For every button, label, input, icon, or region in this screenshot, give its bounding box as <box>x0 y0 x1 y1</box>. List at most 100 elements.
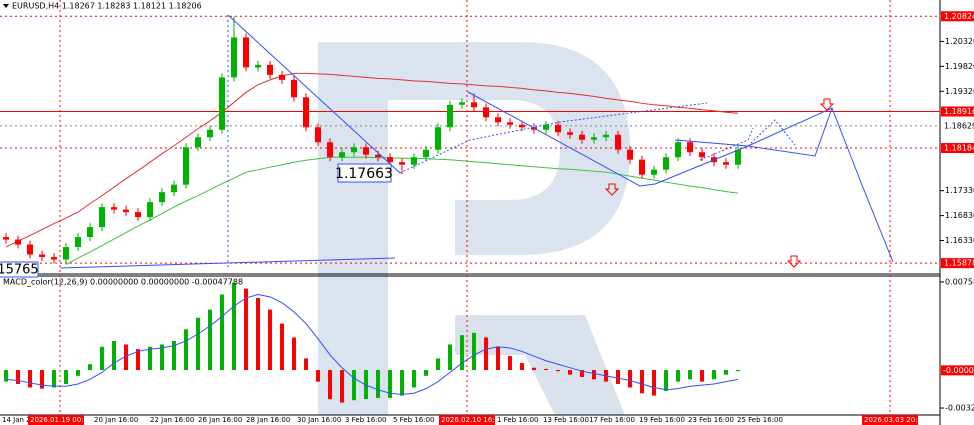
x-tick-label: 13 Feb 16:00 <box>543 416 589 424</box>
macd-bar <box>460 335 464 371</box>
candle-body <box>519 124 525 128</box>
macd-bar <box>496 346 500 371</box>
macd-bar <box>580 370 584 378</box>
candle-body <box>435 127 441 150</box>
macd-bar <box>628 370 632 388</box>
candle-body <box>363 147 369 155</box>
level-label: 1.18184 <box>944 144 974 153</box>
macd-bar <box>376 370 380 398</box>
macd-bar <box>412 370 416 388</box>
candle-body <box>219 77 225 130</box>
level-label-box <box>941 143 974 154</box>
level-label-box <box>941 11 974 22</box>
candle-body <box>447 104 453 128</box>
macd-bar <box>124 344 128 371</box>
macd-bar <box>40 370 44 389</box>
macd-bar <box>280 323 284 371</box>
time-label-box <box>439 415 495 425</box>
level-label-box <box>941 120 974 131</box>
candle-body <box>303 97 309 128</box>
candle-body <box>507 122 513 125</box>
annotation: 1.17663 <box>335 166 393 182</box>
candle-body <box>543 124 549 130</box>
macd-bar <box>28 370 32 388</box>
macd-bar <box>400 370 404 396</box>
macd-bar <box>424 370 428 376</box>
candle-body <box>267 64 273 75</box>
macd-bar <box>292 337 296 371</box>
macd-bar <box>100 346 104 371</box>
y-tick-label: 1.19320 <box>945 87 974 96</box>
candle-body <box>351 147 357 153</box>
macd-bar <box>652 370 656 396</box>
candle-body <box>627 149 633 160</box>
macd-bar <box>640 370 644 394</box>
candle-body <box>495 117 501 123</box>
level-label: 1.18916 <box>944 107 974 116</box>
macd-title: MACD_color(12,26,9) 0.00000000 0.0000000… <box>3 278 243 287</box>
x-tick-label: 2026.03.03 20:00 <box>864 416 926 424</box>
candle-body <box>459 102 465 105</box>
candle-body <box>555 124 561 133</box>
candle-body <box>591 137 597 140</box>
level-label: 1.18629 <box>944 121 974 130</box>
candle-body <box>651 169 657 175</box>
candle-body <box>279 74 285 80</box>
macd-bar <box>532 367 536 371</box>
macd-bar <box>172 340 176 371</box>
level-label-box <box>941 365 974 376</box>
candle-body <box>3 237 9 240</box>
candle-body <box>87 227 93 238</box>
time-markers <box>59 0 891 415</box>
macd-bar <box>160 344 164 371</box>
y-tick-label: 1.17330 <box>945 186 974 195</box>
macd-bar <box>664 370 668 391</box>
x-tick-label: 30 Jan 16:00 <box>297 416 341 424</box>
time-label-box <box>862 415 918 425</box>
macd-bar <box>184 329 188 371</box>
x-tick-label: 28 Jan 16:00 <box>246 416 290 424</box>
x-tick-label: 17 Feb 16:00 <box>589 416 635 424</box>
macd-bar <box>544 368 548 371</box>
macd-bar <box>196 317 200 371</box>
macd-bar <box>340 370 344 403</box>
macd-bar <box>76 370 80 376</box>
candle-body <box>603 134 609 138</box>
macd-bar <box>352 370 356 401</box>
candle-body <box>579 134 585 140</box>
macd-bar <box>688 370 692 380</box>
moving-average <box>5 72 739 248</box>
candle-body <box>99 207 105 228</box>
macd-bar <box>16 370 20 384</box>
macd-bar <box>592 370 596 380</box>
candle-body <box>387 157 393 163</box>
candle-body <box>39 254 45 258</box>
macd-bar <box>232 282 236 371</box>
candle-body <box>567 132 573 135</box>
candle-body <box>423 149 429 158</box>
candle-body <box>675 142 681 158</box>
candle-body <box>243 37 249 68</box>
candle-body <box>615 134 621 150</box>
x-tick-label: 20 Jan 16:00 <box>94 416 138 424</box>
candle-body <box>723 162 729 165</box>
candle-body <box>15 239 21 245</box>
level-label: -0.000026 <box>943 366 974 375</box>
x-tick-label: 1 Feb 16:00 <box>497 416 538 424</box>
candle-body <box>63 247 69 260</box>
macd-bar <box>556 370 560 372</box>
macd-bar <box>244 288 248 371</box>
level-label-box <box>941 106 974 117</box>
y-tick-label: 1.16330 <box>945 236 974 245</box>
chart-title: EURUSD,H4 1.18267 1.18283 1.18121 1.1820… <box>12 2 202 11</box>
candle-body <box>183 147 189 185</box>
candle-body <box>327 142 333 158</box>
macd-bar <box>220 294 224 371</box>
macd-signal <box>5 293 739 395</box>
forecast <box>59 14 894 269</box>
candle-body <box>735 149 741 165</box>
macd-bar <box>724 370 728 375</box>
x-tick-label: 22 Jan 16:00 <box>150 416 194 424</box>
macd-bar <box>508 356 512 371</box>
macd-bar <box>520 363 524 371</box>
